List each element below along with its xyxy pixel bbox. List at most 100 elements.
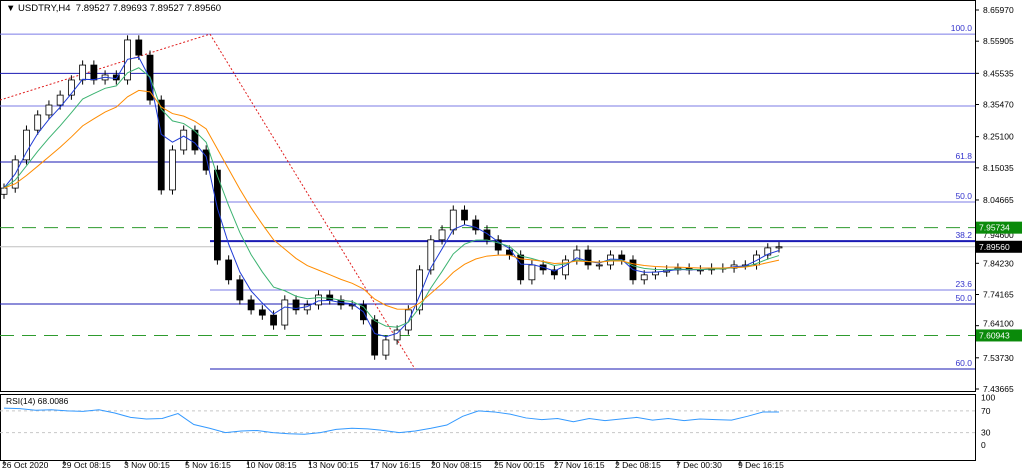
main-panel-border [0, 0, 976, 392]
chart-header: ▼ USDTRY,H4 7.89527 7.89693 7.89527 7.89… [6, 3, 221, 14]
x-tick-label: 13 Nov 00:15 [308, 460, 359, 470]
rsi-label: RSI(14) 68.0086 [6, 396, 69, 406]
rsi-panel-border [0, 394, 976, 461]
fib-level-label: 50.0 [955, 191, 972, 201]
x-tick-label: 3 Nov 00:15 [124, 460, 170, 470]
level-price-tag [976, 329, 1022, 342]
candle-body [461, 209, 468, 221]
x-tick-label: 25 Nov 00:15 [494, 460, 545, 470]
fib-level-label: 60.0 [955, 358, 972, 368]
candle-body [236, 279, 244, 301]
x-tick-label: 9 Dec 16:15 [738, 460, 784, 470]
candle-body [67, 79, 75, 96]
candle-body [180, 129, 188, 151]
candle-body [292, 299, 300, 311]
candle-body [169, 149, 176, 191]
collapse-triangle-icon[interactable]: ▼ [6, 3, 16, 14]
y-tick-label: 8.65970 [983, 5, 1014, 15]
x-tick-label: 10 Nov 08:15 [246, 460, 297, 470]
bid-price-tag [976, 240, 1022, 253]
y-tick-label: 7.64100 [983, 318, 1014, 328]
y-tick-label: 8.15035 [983, 163, 1014, 173]
rsi-axis-label: 70 [981, 406, 991, 416]
y-tick-label: 8.45535 [983, 68, 1014, 78]
x-tick-label: 17 Nov 16:15 [370, 460, 421, 470]
rsi-axis-label: 0 [981, 440, 986, 450]
y-tick-label: 7.84230 [983, 258, 1014, 268]
y-tick-label: 8.35470 [983, 100, 1014, 110]
candle-body [79, 64, 87, 81]
candle-body [90, 64, 98, 81]
x-tick-label: 2 Dec 08:15 [615, 460, 661, 470]
x-tick-label: 20 Nov 08:15 [431, 460, 482, 470]
candle-body [258, 309, 266, 316]
y-tick-label: 8.25100 [983, 132, 1014, 142]
x-tick-label: 7 Dec 00:30 [676, 460, 722, 470]
x-tick-label: 26 Oct 2020 [2, 460, 49, 470]
x-tick-label: 5 Nov 16:15 [185, 460, 231, 470]
candle-body [34, 114, 42, 131]
candle-body [584, 249, 592, 266]
candle-body [191, 129, 199, 151]
x-tick-label: 27 Nov 16:15 [554, 460, 605, 470]
fib-level-label: 38.2 [955, 230, 972, 240]
candle-body [225, 259, 233, 281]
candle-body [550, 269, 558, 276]
low-value: 7.89527 [149, 3, 185, 14]
fib-level-label: 61.8 [955, 151, 972, 161]
candle-body [56, 94, 64, 106]
candle-body [517, 254, 525, 281]
candle-body [112, 74, 120, 81]
fib-level-label: 23.6 [955, 279, 972, 289]
candle-body [281, 299, 289, 326]
candle-body [157, 99, 165, 191]
candle-body [416, 269, 423, 311]
trendline [209, 33, 416, 370]
candle-body [135, 39, 143, 56]
candle-body [449, 209, 457, 231]
level-price-label: 7.60943 [979, 330, 1010, 340]
candle-body [270, 314, 277, 326]
y-tick-label: 8.55905 [983, 36, 1014, 46]
high-value: 7.89693 [112, 3, 148, 14]
candle-body [427, 239, 435, 271]
candle-body [472, 219, 480, 231]
x-tick-label: 29 Oct 08:15 [62, 460, 111, 470]
chart-title: USDTRY,H4 [18, 3, 71, 14]
candle-body [382, 339, 390, 356]
candle-body [371, 319, 379, 356]
candle-body [404, 309, 412, 331]
rsi-axis-label: 30 [981, 428, 991, 438]
rsi-line [3, 407, 779, 435]
candle-body [393, 329, 401, 341]
candle-body [214, 169, 221, 261]
candle-body [202, 149, 210, 171]
candle-body [528, 264, 536, 281]
candle-body [595, 264, 603, 267]
ma-mid-line [3, 67, 780, 328]
y-tick-label: 7.74165 [983, 289, 1014, 299]
y-tick-label: 7.94600 [983, 230, 1014, 240]
y-tick-label: 8.04665 [983, 195, 1014, 205]
y-tick-label: 7.53730 [983, 353, 1014, 363]
candle-body [775, 246, 783, 249]
candle-body [764, 247, 772, 256]
ma-slow-line [3, 89, 780, 310]
fib-level-label: 50.0 [955, 293, 972, 303]
candle-body [315, 294, 322, 306]
rsi-axis-label: 100 [981, 393, 995, 403]
candle-body [45, 104, 53, 116]
candle-body [438, 229, 446, 241]
candle-body [0, 187, 8, 195]
close-value: 7.89560 [186, 3, 222, 14]
level-price-label: 7.95734 [979, 223, 1010, 233]
candle-body [326, 294, 334, 301]
candle-body [23, 129, 30, 161]
y-tick-label: 7.43665 [983, 384, 1014, 394]
trendline [0, 33, 211, 101]
ma-fast-line [3, 56, 780, 338]
candle-body [640, 274, 648, 281]
bid-price-label: 7.89560 [979, 242, 1010, 252]
